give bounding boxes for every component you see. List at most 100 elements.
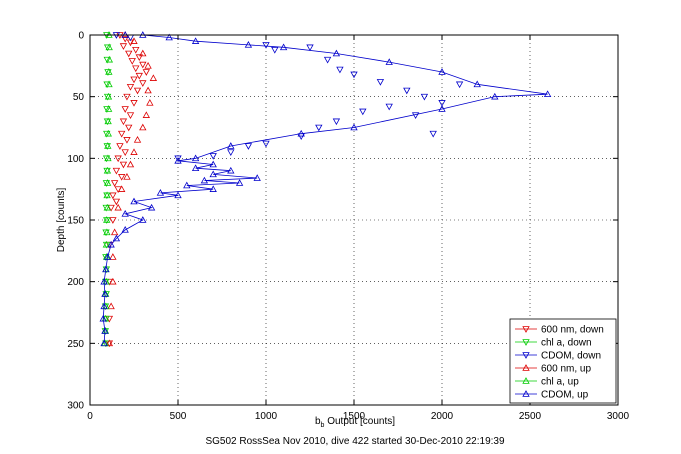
data-point [103,130,111,138]
data-point [132,65,140,73]
data-point [101,327,109,334]
data-point [149,74,158,81]
legend-label: chl a, down [541,338,592,349]
data-point [132,47,140,54]
data-point [455,81,464,89]
data-point [144,62,152,69]
data-point [209,185,217,192]
data-point [139,61,147,69]
data-point [253,174,261,181]
data-point [105,80,113,88]
data-point [350,123,358,131]
data-point [174,191,182,199]
series-3 [105,31,158,347]
data-point [102,155,111,163]
data-point [135,54,143,62]
data-point [109,192,117,200]
data-point [147,203,156,211]
data-point [209,153,217,160]
data-point [112,198,121,206]
legend-item: CDOM, up [515,390,589,401]
data-point [118,130,126,138]
data-point [142,111,150,118]
data-point [438,68,446,75]
data-point [306,44,314,52]
data-point [103,44,112,52]
data-point [227,149,235,156]
data-point [315,124,323,132]
data-point [359,108,367,116]
data-point [139,49,147,57]
y-tick-label: 0 [78,31,84,42]
data-point [112,234,121,242]
legend-label: 600 nm, up [541,364,591,375]
data-point [130,100,138,107]
data-point [244,41,253,48]
data-point [114,155,122,163]
x-tick-label: 500 [170,411,187,422]
data-point [104,154,112,162]
data-point [130,37,138,44]
data-point [102,265,110,273]
data-point [110,180,119,187]
legend: 600 nm, down chl a, down CDOM, down 600 nm,… [509,318,617,404]
legend-item: CDOM, down [515,351,601,362]
data-point [183,181,191,189]
data-point [100,277,108,285]
data-point [139,216,147,223]
data-point [102,229,110,237]
y-tick-label: 250 [67,339,84,350]
data-point [103,228,111,236]
data-point [191,164,200,172]
data-point [126,112,135,119]
data-point [104,117,112,125]
data-point [123,93,131,101]
data-point [116,143,124,150]
data-point [227,142,235,149]
legend-item: 600 nm, up [515,364,591,375]
data-point [126,84,135,91]
data-point [104,105,113,112]
data-point [191,154,200,162]
legend-item: chl a, up [515,377,579,388]
data-point [420,93,429,101]
data-point [103,81,111,89]
data-point [235,179,244,186]
data-point [128,58,136,65]
data-point [332,49,341,57]
data-point [156,189,165,196]
data-point [103,56,111,64]
data-point [119,118,128,126]
data-point [271,47,279,54]
legend-box [509,318,617,404]
data-point [103,93,112,101]
legend-marker [522,390,530,397]
data-point [350,71,358,79]
legend-label: 600 nm, down [541,325,604,336]
data-point [112,167,121,175]
data-point [139,80,147,87]
data-point [209,160,217,168]
legend-item: chl a, down [515,338,592,349]
data-point [121,149,129,156]
data-point [543,90,552,97]
data-point [121,106,129,113]
data-point [297,129,305,137]
data-point [139,123,147,131]
data-point [104,142,112,149]
data-point [135,72,143,80]
data-point [100,339,108,347]
data-point [102,204,110,212]
data-point [119,43,128,50]
y-tick-label: 200 [67,277,84,288]
data-point [142,69,150,76]
data-point [336,66,344,74]
data-point [376,79,385,86]
data-point [130,197,138,205]
x-axis-label: bb Output [counts] [315,416,395,429]
data-point [99,314,107,322]
data-point [200,176,209,184]
legend-label: chl a, up [541,377,579,388]
legend-label: CDOM, down [541,351,601,362]
